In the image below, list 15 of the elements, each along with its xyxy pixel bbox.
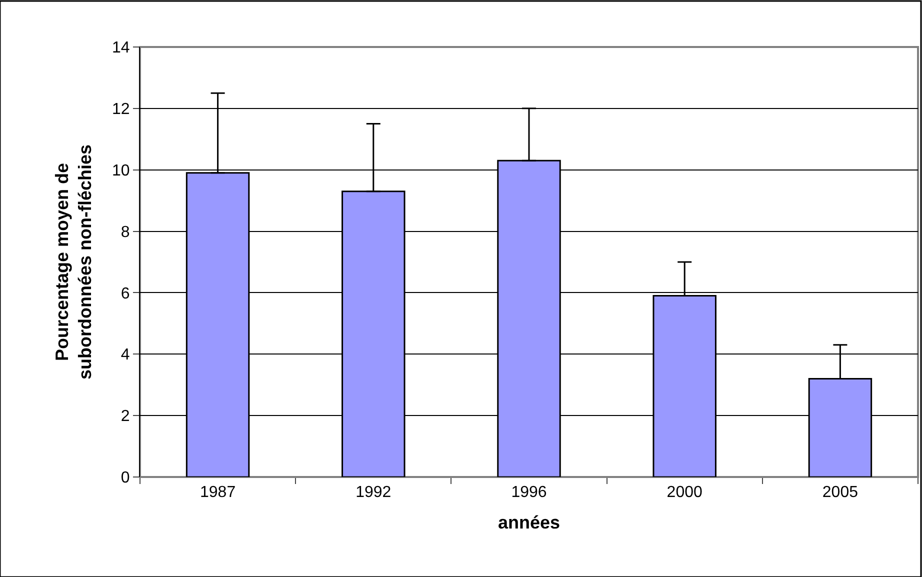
y-tick-label: 8 bbox=[120, 224, 130, 241]
x-axis-title: années bbox=[498, 512, 560, 532]
x-tick-label: 1992 bbox=[356, 484, 392, 502]
y-tick-label: 10 bbox=[112, 162, 130, 180]
y-tick-label: 6 bbox=[120, 285, 130, 302]
y-axis-title: Pourcentage moyen de subordonnées non-fléchies bbox=[52, 144, 96, 380]
y-tick-label: 0 bbox=[120, 470, 130, 487]
x-tick-label: 2005 bbox=[822, 484, 858, 502]
x-tick-label: 1996 bbox=[511, 484, 547, 502]
x-tick-label: 2000 bbox=[666, 484, 702, 502]
y-tick-label: 12 bbox=[112, 101, 130, 118]
y-tick-label: 14 bbox=[112, 40, 130, 57]
y-tick-label: 4 bbox=[120, 346, 130, 364]
y-tick-label: 2 bbox=[120, 408, 130, 426]
x-tick-label: 1987 bbox=[200, 484, 236, 502]
